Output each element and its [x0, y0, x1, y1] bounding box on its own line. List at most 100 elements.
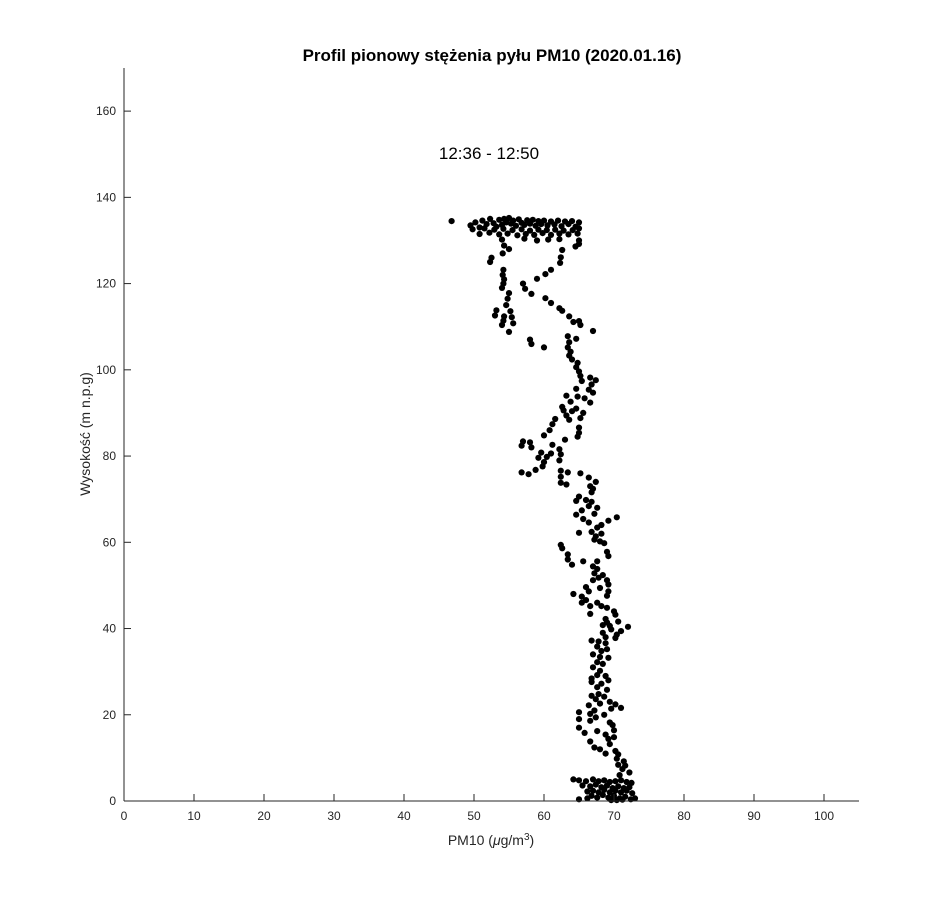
data-point	[568, 561, 576, 568]
data-point	[507, 308, 514, 315]
y-axis-ticks: 0 20 40 60 80 100 120 140 160	[96, 104, 131, 808]
data-point	[599, 629, 606, 636]
x-axis-label-close: )	[530, 832, 535, 848]
data-point	[592, 781, 599, 788]
y-tick-label: 60	[103, 535, 117, 549]
data-point	[533, 275, 541, 282]
data-point	[587, 603, 594, 610]
data-point	[596, 700, 604, 707]
data-point	[579, 782, 586, 789]
data-point	[594, 794, 601, 801]
x-tick-label: 30	[327, 809, 341, 823]
x-tick-label: 10	[187, 809, 201, 823]
data-point	[514, 232, 521, 239]
time-range-annotation: 12:36 - 12:50	[439, 144, 539, 163]
x-tick-label: 90	[747, 809, 761, 823]
data-point	[528, 290, 535, 297]
y-tick-label: 40	[103, 622, 117, 636]
data-point	[592, 696, 599, 703]
data-point	[588, 528, 595, 536]
data-point	[623, 778, 630, 786]
chart-title: Profil pionowy stężenia pyłu PM10 (2020.…	[303, 46, 682, 65]
data-point	[545, 236, 552, 243]
data-point	[591, 510, 598, 517]
data-point	[617, 777, 625, 784]
data-point	[570, 776, 577, 783]
data-point	[566, 339, 573, 346]
data-point	[567, 398, 574, 405]
data-point	[612, 778, 619, 785]
data-point	[575, 219, 583, 226]
data-point	[594, 672, 601, 679]
data-point	[605, 677, 612, 684]
data-point	[608, 797, 615, 804]
data-point	[568, 408, 576, 415]
data-point	[498, 284, 506, 291]
data-point	[526, 227, 534, 234]
data-point	[606, 741, 613, 748]
data-point	[589, 577, 597, 584]
data-point	[599, 660, 606, 668]
data-point	[624, 623, 632, 630]
data-point	[605, 517, 612, 524]
data-point	[580, 515, 587, 523]
data-point	[503, 219, 510, 226]
data-point	[557, 467, 564, 474]
data-point	[588, 678, 595, 686]
data-point	[603, 592, 611, 599]
data-point	[528, 340, 535, 348]
data-point	[592, 714, 599, 721]
data-point	[549, 441, 556, 448]
y-tick-label: 20	[103, 708, 117, 722]
data-point	[566, 313, 573, 320]
data-point	[578, 593, 585, 600]
data-point	[510, 320, 517, 327]
data-point	[574, 433, 581, 440]
data-point	[610, 727, 618, 734]
data-point	[587, 710, 594, 718]
data-point	[575, 225, 583, 232]
data-point	[589, 651, 597, 658]
data-point	[594, 643, 601, 650]
data-point	[575, 424, 583, 431]
data-point	[557, 479, 564, 486]
data-point	[568, 356, 576, 363]
data-point	[581, 729, 588, 737]
data-point	[601, 711, 608, 718]
data-point	[585, 474, 592, 481]
data-point	[559, 545, 566, 552]
data-point	[612, 701, 619, 708]
data-point	[588, 692, 595, 699]
data-point	[603, 646, 611, 653]
data-point	[619, 796, 626, 803]
data-point	[596, 746, 604, 753]
data-point	[509, 227, 516, 234]
data-point	[587, 783, 594, 790]
data-point	[589, 776, 597, 783]
data-point	[578, 377, 585, 385]
y-tick-label: 80	[103, 449, 117, 463]
x-axis-label-base: PM10 (	[448, 832, 493, 848]
data-point	[606, 789, 613, 796]
data-point	[498, 236, 506, 243]
data-point	[609, 722, 616, 729]
data-point	[525, 471, 532, 478]
data-point	[582, 778, 590, 785]
data-point	[612, 634, 619, 642]
data-point	[542, 271, 549, 278]
data-point	[601, 786, 608, 793]
data-point	[508, 314, 515, 321]
data-point	[573, 385, 580, 392]
data-point	[504, 230, 511, 237]
data-point	[487, 258, 494, 266]
data-point	[575, 777, 583, 784]
data-point	[612, 611, 619, 618]
data-point	[598, 603, 605, 610]
data-point	[526, 439, 534, 446]
data-point	[626, 769, 633, 776]
data-point	[584, 795, 591, 802]
data-point	[518, 442, 525, 449]
data-point	[594, 524, 601, 531]
data-point	[493, 307, 500, 314]
